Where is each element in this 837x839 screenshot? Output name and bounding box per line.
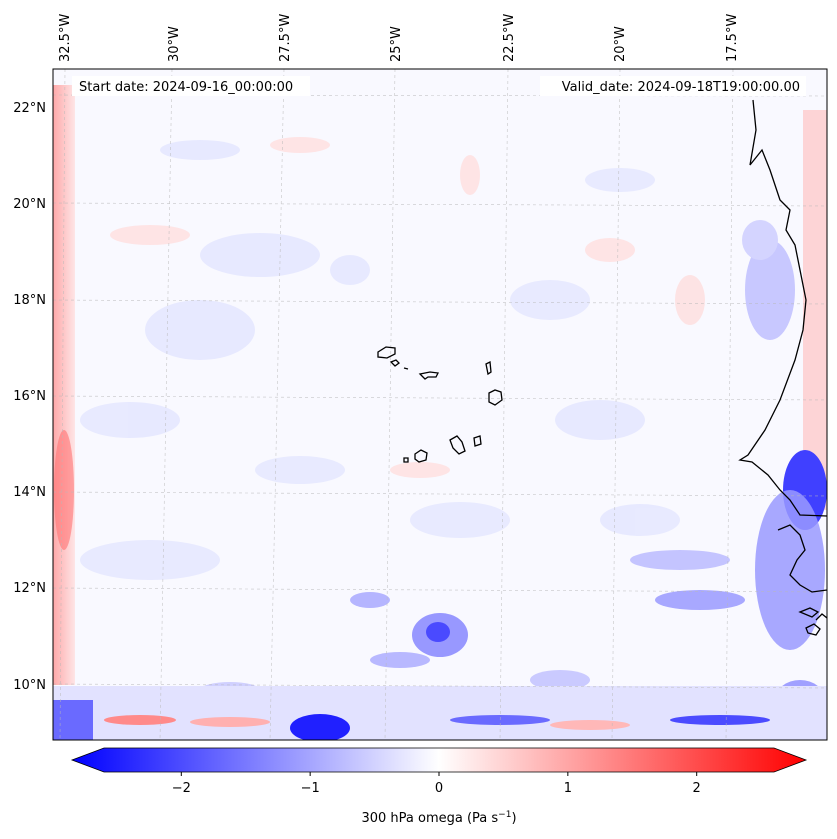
island-brava [403, 457, 409, 463]
coastline [738, 99, 827, 636]
island-boa-vista [488, 389, 503, 406]
positive-omega-patches [110, 137, 705, 478]
lat-label: 14°N [13, 485, 46, 500]
lat-label: 18°N [13, 293, 46, 308]
left-boundary-strip [53, 85, 75, 685]
map-panel: Start date: 2024-09-16_00:00:00 Valid_da… [53, 69, 827, 740]
right-boundary-strip [803, 110, 827, 510]
island-sao-nicolau [418, 371, 439, 380]
island-sao-vicente [389, 359, 400, 367]
colorbar-tick-label: −2 [172, 781, 191, 796]
colorbar-body [70, 747, 808, 773]
island-fogo [414, 449, 428, 463]
island-santo-antao [377, 346, 396, 359]
negative-omega-patches [80, 140, 680, 580]
latitude-labels: 22°N 20°N 18°N 16°N 14°N 12°N 10°N [13, 101, 46, 693]
colorbar-tick-label: 1 [564, 781, 572, 796]
lon-label: 20°W [613, 26, 628, 62]
colorbar-label: 300 hPa omega (Pa s−1) [361, 810, 516, 826]
lon-label: 22.5°W [502, 14, 517, 62]
lat-label: 20°N [13, 197, 46, 212]
colorbar-tick-label: 2 [693, 781, 701, 796]
colorbar-tick-label: −1 [301, 781, 320, 796]
colorbar: −2 −1 0 1 2 300 hPa omega (Pa s−1) [70, 747, 808, 826]
lat-label: 12°N [13, 581, 46, 596]
lon-label: 32.5°W [58, 14, 73, 62]
start-date-label: Start date: 2024-09-16_00:00:00 [79, 80, 293, 95]
strong-negative-omega [200, 220, 827, 720]
lon-label: 27.5°W [278, 14, 293, 62]
lat-label: 16°N [13, 389, 46, 404]
colorbar-ticks: −2 −1 0 1 2 [172, 772, 701, 796]
colorbar-tick-label: 0 [435, 781, 443, 796]
valid-date-label: Valid_date: 2024-09-18T19:00:00.00 [562, 80, 800, 95]
island-maio [473, 435, 482, 447]
cape-verde-islands [377, 346, 503, 463]
longitude-labels: 32.5°W 30°W 27.5°W 25°W 22.5°W 20°W 17.5… [58, 14, 740, 62]
start-date-box [72, 76, 310, 96]
map-frame [52, 68, 828, 741]
island-sal [485, 360, 492, 376]
bottom-boundary-band [53, 686, 827, 740]
island-santa-luzia [403, 367, 409, 370]
island-santiago [449, 435, 466, 455]
valid-date-box [540, 76, 806, 96]
lon-label: 17.5°W [725, 14, 740, 62]
gridlines [53, 69, 827, 740]
lat-label: 10°N [13, 678, 46, 693]
lon-label: 30°W [167, 26, 182, 62]
left-boundary-maximum [54, 430, 74, 550]
lon-label: 25°W [389, 26, 404, 62]
lat-label: 22°N [13, 101, 46, 116]
